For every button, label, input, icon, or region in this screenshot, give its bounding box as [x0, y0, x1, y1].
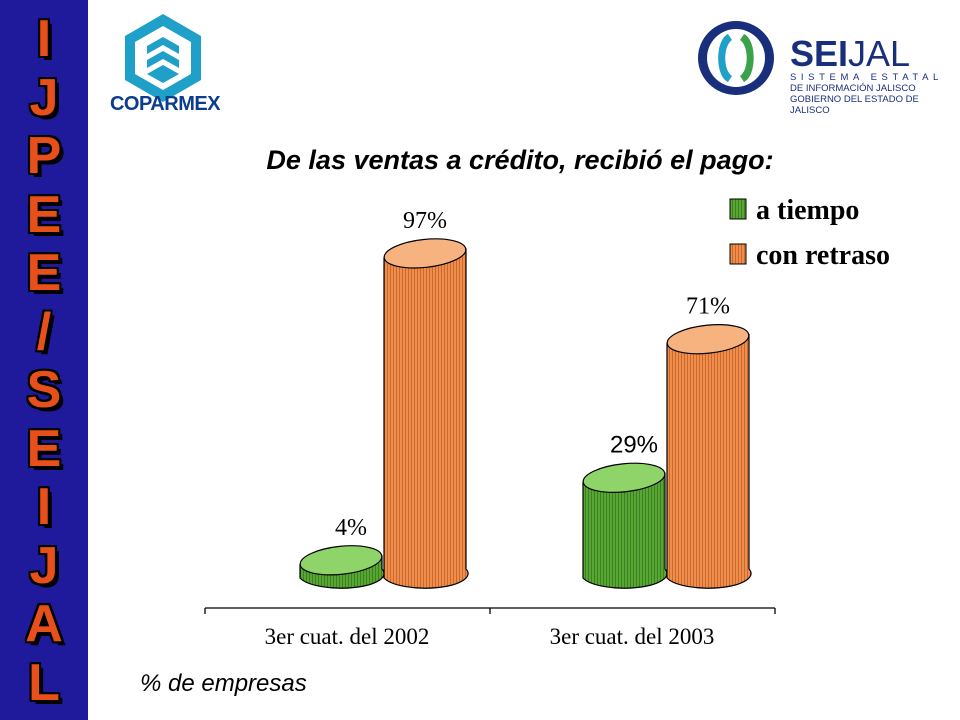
seijal-light-text: JAL	[848, 33, 911, 74]
bar-con-retraso-1: 97%	[383, 208, 469, 589]
sidebar-letter: /	[36, 302, 52, 361]
sidebar: I J P E E / S E I J A L	[0, 0, 88, 720]
data-label: 71%	[686, 294, 730, 320]
bar-a-tiempo-1: 4%	[299, 515, 385, 589]
sidebar-letter: I	[36, 10, 52, 68]
sidebar-letter: E	[26, 244, 62, 302]
legend-item: con retraso	[729, 240, 890, 271]
sidebar-letter: A	[25, 595, 63, 653]
seijal-subtitle-line1: SISTEMA ESTATAL	[790, 72, 943, 83]
data-label: 4%	[335, 515, 367, 541]
legend-swatch	[729, 198, 747, 220]
sidebar-letter: S	[26, 361, 62, 419]
seijal-logo-icon	[698, 21, 774, 95]
footnote: % de empresas	[140, 670, 307, 697]
data-label: 97%	[403, 208, 447, 234]
seijal-subtitle-line3: GOBIERNO DEL ESTADO DE JALISCO	[790, 94, 919, 116]
seijal-bold-text: SEI	[790, 33, 849, 74]
legend-item: a tiempo	[729, 195, 859, 226]
data-label: 29%	[610, 431, 658, 458]
coparmex-logo-icon	[125, 14, 201, 102]
legend-label: a tiempo	[756, 195, 859, 226]
category-label: 3er cuat. del 2002	[265, 624, 430, 649]
chart-title: De las ventas a crédito, recibió el pago…	[266, 145, 774, 175]
sidebar-letter: E	[26, 185, 62, 244]
seijal-subtitle: SISTEMA ESTATAL DE INFORMACIÓN JALISCO G…	[790, 72, 960, 116]
sidebar-letter: P	[26, 127, 62, 185]
sidebar-letter: E	[26, 419, 62, 478]
coparmex-logo-text: COPARMEX	[109, 93, 221, 115]
sidebar-letter: I	[36, 478, 52, 536]
legend-label: con retraso	[756, 240, 890, 271]
sidebar-letter: J	[29, 536, 59, 595]
category-label: 3er cuat. del 2003	[550, 624, 715, 649]
seijal-logo-text: SEIJAL	[790, 36, 910, 72]
bar-con-retraso-2: 71%	[666, 294, 752, 589]
sidebar-letters: I J P E E / S E I J A L	[0, 10, 88, 712]
bar-a-tiempo-2: 29%	[582, 431, 668, 589]
legend-swatch	[729, 243, 747, 265]
sidebar-letter: J	[29, 68, 59, 127]
sidebar-letter: L	[28, 653, 60, 712]
seijal-subtitle-line2: DE INFORMACIÓN JALISCO	[790, 83, 916, 94]
